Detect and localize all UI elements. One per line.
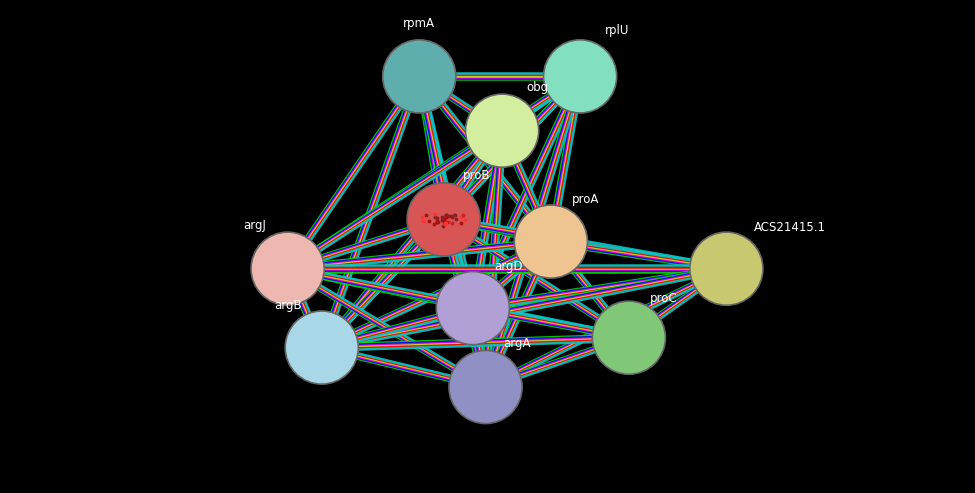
Ellipse shape <box>690 232 762 305</box>
Text: ACS21415.1: ACS21415.1 <box>754 220 826 234</box>
Text: obg: obg <box>526 80 549 94</box>
Text: argB: argB <box>275 299 302 313</box>
Text: argJ: argJ <box>244 218 266 232</box>
Ellipse shape <box>252 232 324 305</box>
Ellipse shape <box>515 205 587 278</box>
Text: rplU: rplU <box>604 25 629 37</box>
Ellipse shape <box>285 311 359 384</box>
Text: proC: proC <box>650 291 678 305</box>
Ellipse shape <box>593 301 665 374</box>
Ellipse shape <box>437 272 509 345</box>
Ellipse shape <box>544 40 616 113</box>
Text: proA: proA <box>572 193 600 207</box>
Ellipse shape <box>448 351 523 423</box>
Text: rpmA: rpmA <box>404 17 435 30</box>
Ellipse shape <box>466 94 538 167</box>
Ellipse shape <box>382 40 456 113</box>
Text: proB: proB <box>463 169 490 182</box>
Text: argA: argA <box>503 337 530 350</box>
Ellipse shape <box>408 183 480 256</box>
Text: argD: argD <box>494 260 523 273</box>
